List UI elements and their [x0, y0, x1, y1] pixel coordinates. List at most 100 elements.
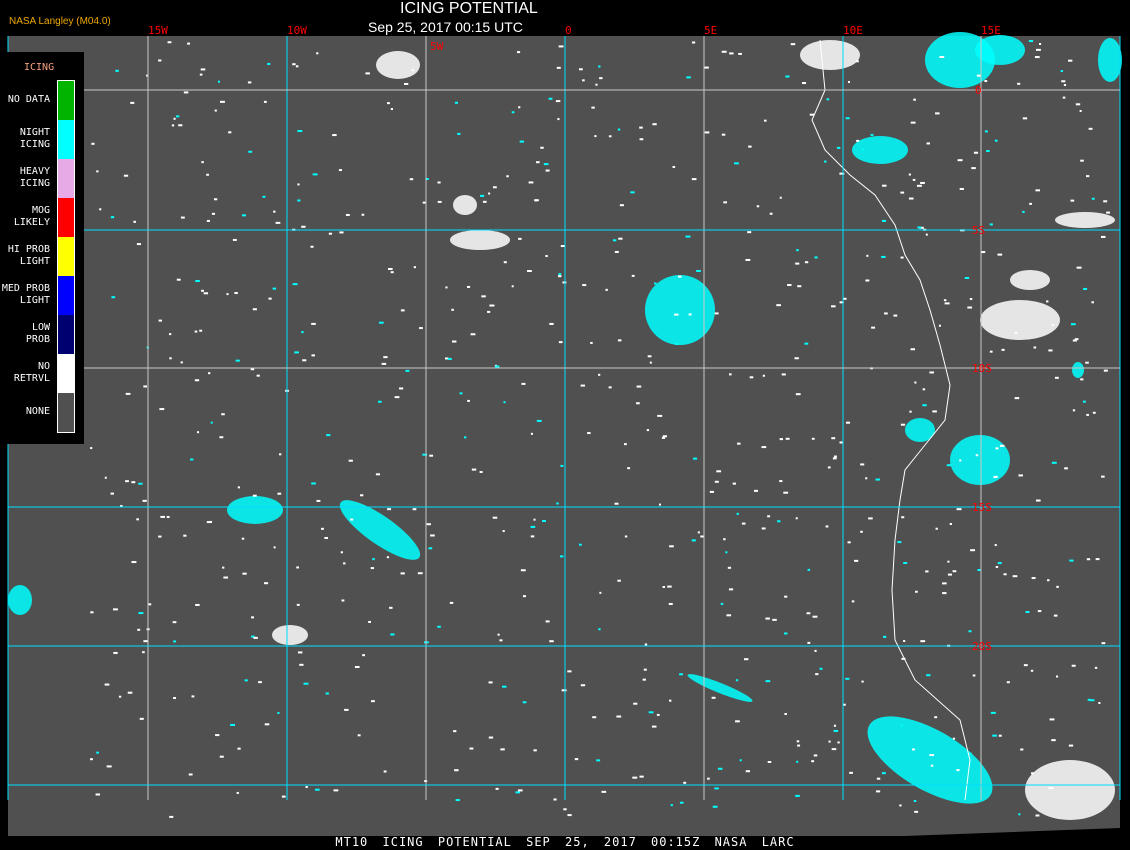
cloud-speckle — [842, 297, 847, 300]
cloud-speckle — [348, 459, 353, 462]
cloud-speckle — [263, 100, 267, 103]
cloud-speckle — [517, 789, 523, 792]
cloud-speckle — [190, 458, 194, 461]
cloud-speckle — [772, 618, 777, 621]
cloud-speckle — [247, 81, 252, 84]
cloud-speckle — [819, 667, 823, 670]
cloud-speckle — [749, 376, 754, 379]
cloud-speckle — [814, 649, 817, 652]
cloud-speckle — [208, 372, 211, 375]
cloud-speckle — [842, 703, 846, 706]
cloud-speckle — [1049, 718, 1055, 721]
cloud-speckle — [909, 410, 912, 413]
cloud-speckle — [169, 357, 172, 360]
cloud-speckle — [910, 121, 916, 124]
cloud-speckle — [925, 570, 929, 573]
latitude-label: 5S — [972, 224, 985, 237]
cloud-speckle — [495, 787, 499, 790]
cloud-patch — [8, 585, 32, 615]
legend-label: NO RETRVL — [13, 361, 50, 384]
cloud-speckle — [209, 520, 213, 523]
cloud-speckle — [168, 333, 172, 336]
cloud-speckle — [429, 454, 434, 457]
cloud-speckle — [754, 489, 758, 492]
cloud-speckle — [910, 348, 916, 351]
cloud-speckle — [598, 628, 601, 631]
cloud-speckle — [430, 534, 435, 537]
cloud-speckle — [934, 716, 938, 719]
cloud-speckle — [130, 101, 135, 104]
cloud-speckle — [870, 133, 874, 136]
cloud-speckle — [901, 516, 905, 519]
cloud-speckle — [521, 382, 526, 385]
cloud-speckle — [138, 612, 144, 615]
cloud-speckle — [785, 437, 790, 440]
cloud-speckle — [992, 734, 997, 737]
legend-swatch — [58, 393, 74, 432]
cloud-speckle — [767, 760, 772, 763]
cloud-speckle — [795, 393, 801, 396]
cloud-speckle — [106, 765, 112, 768]
cloud-speckle — [553, 798, 557, 801]
cloud-speckle — [762, 374, 765, 377]
cloud-speckle — [511, 285, 514, 288]
cloud-speckle — [956, 769, 960, 772]
cloud-speckle — [608, 135, 612, 138]
cloud-speckle — [998, 734, 1002, 737]
cloud-speckle — [680, 801, 684, 804]
map-timestamp: Sep 25, 2017 00:15 UTC — [368, 19, 523, 35]
cloud-speckle — [683, 781, 687, 784]
cloud-speckle — [236, 791, 239, 794]
cloud-speckle — [167, 41, 172, 44]
cloud-speckle — [333, 789, 339, 792]
cloud-speckle — [795, 517, 798, 520]
cloud-speckle — [1023, 664, 1028, 667]
cloud-speckle — [316, 499, 321, 502]
cloud-speckle — [1028, 40, 1034, 43]
cloud-speckle — [908, 173, 911, 176]
cloud-speckle — [612, 239, 617, 242]
cloud-speckle — [1033, 346, 1037, 349]
legend-color-bar — [57, 80, 75, 433]
cloud-speckle — [183, 534, 187, 537]
cloud-speckle — [422, 453, 428, 456]
cloud-speckle — [561, 689, 567, 692]
cloud-speckle — [522, 595, 527, 598]
map-title: ICING POTENTIAL — [400, 0, 538, 17]
cloud-speckle — [272, 287, 277, 290]
cloud-speckle — [900, 191, 905, 194]
cloud-speckle — [959, 459, 962, 462]
cloud-speckle — [235, 359, 240, 362]
cloud-speckle — [1034, 56, 1040, 59]
cloud-speckle — [567, 670, 572, 673]
cloud-speckle — [422, 201, 427, 204]
cloud-speckle — [1031, 772, 1034, 775]
cloud-speckle — [837, 741, 840, 744]
cloud-speckle — [542, 520, 546, 523]
cloud-speckle — [994, 475, 998, 478]
cloud-speckle — [248, 150, 253, 153]
cloud-speckle — [445, 286, 448, 289]
cloud-speckle — [1072, 339, 1077, 342]
cloud-speckle — [997, 253, 1003, 256]
cloud-speckle — [1046, 300, 1049, 303]
cloud-speckle — [661, 436, 666, 439]
latitude-label: 15S — [972, 501, 992, 514]
legend-swatch — [58, 315, 74, 354]
cloud-speckle — [900, 724, 903, 727]
cloud-speckle — [279, 453, 282, 456]
cloud-speckle — [361, 213, 365, 216]
cloud-speckle — [617, 339, 622, 342]
cloud-speckle — [1075, 103, 1081, 106]
map-background — [8, 36, 1120, 836]
cloud-speckle — [648, 711, 654, 714]
cloud-speckle — [796, 249, 799, 252]
cloud-speckle — [784, 595, 788, 598]
cloud-speckle — [437, 625, 441, 628]
cloud-speckle — [206, 219, 210, 222]
cloud-speckle — [1048, 787, 1054, 790]
cloud-speckle — [617, 128, 621, 131]
cloud-speckle — [1051, 324, 1054, 327]
cloud-speckle — [826, 98, 830, 101]
